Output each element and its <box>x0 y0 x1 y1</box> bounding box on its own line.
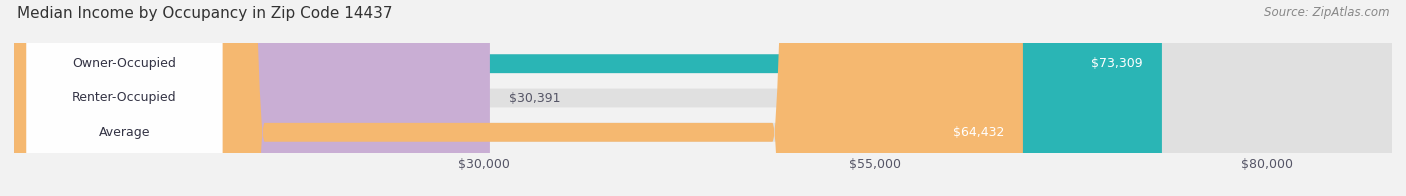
FancyBboxPatch shape <box>14 0 1392 196</box>
FancyBboxPatch shape <box>27 0 222 196</box>
Text: $64,432: $64,432 <box>953 126 1004 139</box>
Text: $30,391: $30,391 <box>509 92 560 104</box>
Text: Average: Average <box>98 126 150 139</box>
Text: Owner-Occupied: Owner-Occupied <box>73 57 176 70</box>
FancyBboxPatch shape <box>14 0 1392 196</box>
Text: $73,309: $73,309 <box>1091 57 1143 70</box>
FancyBboxPatch shape <box>27 0 222 196</box>
Text: Median Income by Occupancy in Zip Code 14437: Median Income by Occupancy in Zip Code 1… <box>17 6 392 21</box>
FancyBboxPatch shape <box>14 0 489 196</box>
FancyBboxPatch shape <box>14 0 1392 196</box>
FancyBboxPatch shape <box>14 0 1024 196</box>
Text: Renter-Occupied: Renter-Occupied <box>72 92 177 104</box>
FancyBboxPatch shape <box>27 0 222 196</box>
Text: Source: ZipAtlas.com: Source: ZipAtlas.com <box>1264 6 1389 19</box>
FancyBboxPatch shape <box>14 0 1161 196</box>
